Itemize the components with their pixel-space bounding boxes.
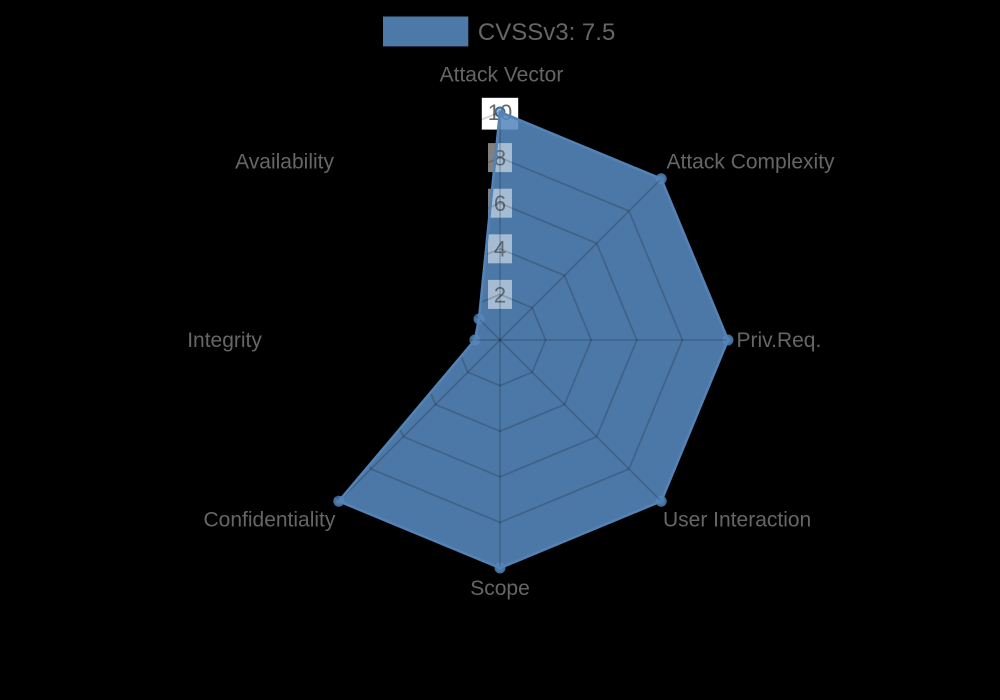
svg-text:2: 2 [494,282,506,307]
svg-text:4: 4 [494,237,506,262]
svg-text:Priv.Req.: Priv.Req. [737,329,822,352]
svg-text:6: 6 [494,191,506,216]
svg-text:Availability: Availability [235,151,334,174]
svg-text:Attack Complexity: Attack Complexity [667,151,836,174]
svg-text:Scope: Scope [470,577,530,600]
svg-text:Integrity: Integrity [187,329,262,352]
svg-text:Attack Vector: Attack Vector [440,64,564,87]
svg-text:Confidentiality: Confidentiality [203,509,335,532]
svg-text:User Interaction: User Interaction [663,509,811,532]
svg-text:CVSSv3: 7.5: CVSSv3: 7.5 [478,19,615,46]
